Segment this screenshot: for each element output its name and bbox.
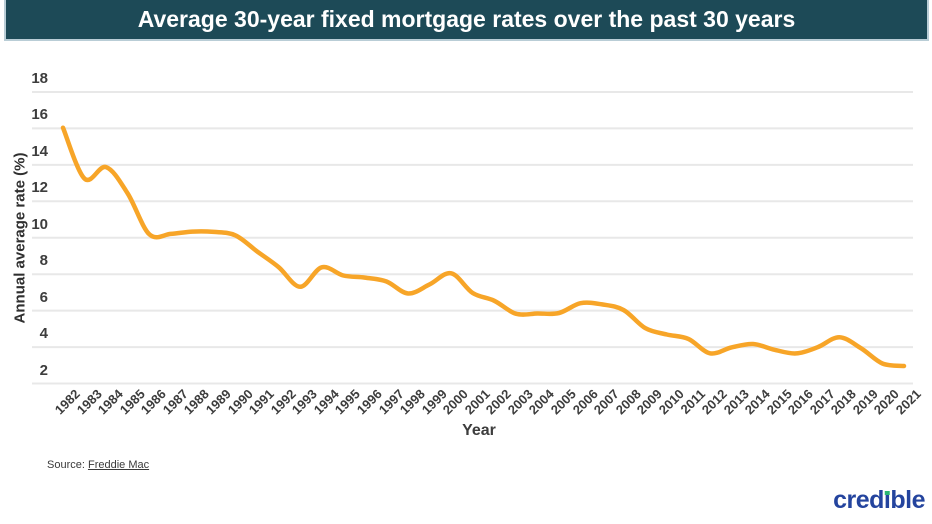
y-tick-label: 6: [39, 288, 48, 306]
y-tick-label: 4: [39, 325, 48, 343]
source-link[interactable]: Freddie Mac: [87, 459, 150, 471]
logo-text-pre: cred: [833, 486, 884, 514]
y-tick-label: 12: [31, 179, 48, 197]
x-axis-title: Year: [462, 422, 496, 439]
y-tick-label: 14: [31, 142, 48, 160]
logo-letter-i: ı: [883, 486, 891, 515]
y-tick-label: 8: [39, 252, 48, 270]
credible-logo: credı ble: [833, 486, 925, 515]
y-tick-label: 2: [39, 361, 48, 379]
chart-title: Average 30-year fixed mortgage rates ove…: [137, 6, 796, 32]
source-note: Source: Freddie Mac: [47, 459, 149, 471]
mortgage-rate-line: [60, 125, 907, 369]
logo-green-dot-icon: [884, 490, 890, 495]
source-prefix: Source:: [47, 459, 88, 471]
logo-i-stem: ı: [883, 486, 891, 514]
logo-text-post: ble: [890, 486, 925, 514]
y-tick-label: 16: [31, 106, 48, 124]
y-tick-label: 10: [31, 215, 48, 233]
chart-title-bar: Average 30-year fixed mortgage rates ove…: [4, 0, 929, 41]
y-tick-label: 18: [31, 70, 48, 87]
